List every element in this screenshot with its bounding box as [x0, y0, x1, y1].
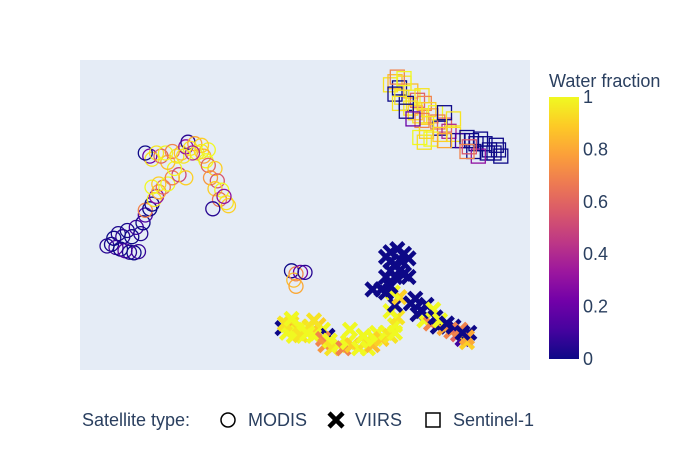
modis-point — [297, 264, 313, 281]
sentinel-1-point — [459, 143, 475, 160]
modis-point — [146, 191, 162, 208]
sentinel-1-point — [414, 112, 430, 129]
modis-point — [155, 179, 171, 195]
modis-point — [169, 148, 185, 164]
sentinel-1-point — [436, 117, 453, 133]
legend-label-viirs: VIIRS — [355, 410, 402, 430]
modis-point — [216, 188, 232, 205]
viirs-x-icon — [327, 411, 345, 429]
legend-title: Satellite type: — [82, 410, 190, 430]
colorbar-tick-label: 0.8 — [583, 139, 608, 159]
sentinel-1-point — [488, 137, 504, 153]
modis-point — [142, 148, 158, 164]
legend-label-modis: MODIS — [248, 410, 307, 430]
scatter-marks — [99, 69, 509, 357]
modis-point — [218, 194, 234, 211]
viirs-point — [355, 327, 372, 344]
sentinel-1-point — [427, 105, 444, 121]
modis-point — [137, 145, 153, 161]
legend: Satellite type: MODIS VIIRS Sentinel-1 — [82, 410, 534, 430]
sentinel-1-point — [436, 105, 453, 121]
modis-point — [209, 173, 225, 189]
sentinel-1-point — [432, 126, 448, 143]
sentinel-1-point — [405, 111, 421, 127]
modis-point — [133, 225, 149, 242]
modis-point — [200, 157, 216, 174]
sentinel-1-point — [403, 100, 419, 116]
colorbar-title: Water fraction — [549, 71, 660, 91]
modis-point — [193, 137, 210, 153]
legend-label-sentinel-1: Sentinel-1 — [453, 410, 534, 430]
modis-point — [184, 145, 201, 161]
modis-point — [157, 145, 174, 161]
colorbar-tick-label: 1 — [583, 87, 593, 107]
sentinel-1-point — [470, 148, 486, 164]
colorbar-tick-label: 0.4 — [583, 244, 608, 264]
modis-point — [106, 230, 122, 246]
modis-point — [202, 170, 219, 186]
viirs-point — [283, 310, 300, 327]
colorbar-tick-label: 0.6 — [583, 192, 608, 212]
sentinel-1-point — [461, 139, 477, 155]
modis-point — [124, 229, 140, 245]
sentinel-1-point — [396, 70, 412, 87]
sentinel-1-point — [441, 123, 457, 139]
modis-point — [164, 143, 180, 160]
sentinel-1-point — [490, 142, 507, 158]
sentinel-1-point — [445, 111, 462, 127]
modis-point — [151, 176, 167, 192]
sentinel-1-point — [387, 74, 403, 90]
sentinel-1-point — [436, 132, 453, 149]
viirs-point — [407, 290, 424, 307]
colorbar-tick-label: 0 — [583, 349, 593, 369]
modis-point — [288, 278, 304, 294]
modis-point — [144, 179, 160, 195]
sentinel-1-point — [391, 80, 408, 96]
viirs-point — [393, 253, 410, 270]
legend-item-viirs[interactable]: VIIRS — [327, 410, 402, 430]
viirs-point — [400, 268, 417, 286]
modis-point — [207, 160, 223, 177]
modis-point — [130, 243, 147, 260]
series-viirs — [274, 241, 478, 357]
colorbar-tick-label: 0.2 — [583, 297, 608, 317]
modis-point — [103, 236, 120, 253]
modis-point — [207, 181, 223, 197]
modis-point — [175, 148, 192, 164]
series-modis — [99, 134, 313, 294]
viirs-point — [305, 312, 323, 329]
modis-point — [153, 148, 169, 164]
legend-item-sentinel-1[interactable]: Sentinel-1 — [425, 410, 534, 430]
modis-circle-icon — [220, 412, 236, 428]
viirs-point — [386, 296, 404, 313]
series-sentinel-1 — [382, 69, 509, 164]
colorbar: Water fraction 0 0.2 0.4 0.6 0.8 1 — [549, 71, 660, 369]
modis-point — [205, 201, 221, 217]
modis-point — [121, 244, 138, 260]
modis-point — [220, 198, 237, 214]
modis-point — [148, 145, 165, 161]
sentinel-1-square-icon — [425, 412, 441, 428]
viirs-point — [377, 284, 395, 301]
viirs-point — [454, 324, 471, 341]
colorbar-gradient — [549, 97, 579, 359]
modis-point — [135, 215, 151, 231]
modis-point — [286, 272, 302, 288]
legend-item-modis[interactable]: MODIS — [220, 410, 307, 430]
modis-point — [178, 170, 194, 186]
viirs-point — [341, 321, 359, 338]
